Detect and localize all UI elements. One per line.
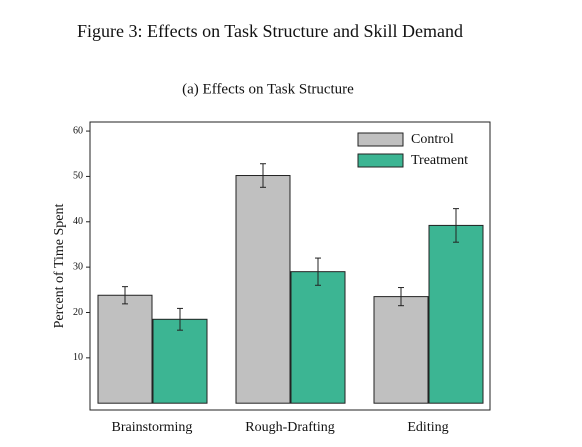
bar <box>428 224 484 404</box>
legend-label: Treatment <box>411 153 468 168</box>
error-bar <box>453 208 459 243</box>
error-bar <box>398 287 404 307</box>
y-tick-label: 50 <box>73 171 83 182</box>
y-tick-label: 60 <box>73 125 83 136</box>
x-tick-label: Rough-Drafting <box>245 420 334 435</box>
chart-subtitle: (a) Effects on Task Structure <box>182 81 354 97</box>
y-tick-label: 40 <box>73 216 83 227</box>
error-bar <box>315 257 321 286</box>
x-tick-label: Editing <box>407 420 448 435</box>
y-tick-label: 30 <box>73 261 83 272</box>
bar <box>290 271 346 404</box>
y-tick-label: 10 <box>73 352 83 363</box>
error-bar <box>260 163 266 188</box>
x-tick-label: Brainstorming <box>112 420 193 435</box>
y-tick-label: 20 <box>73 307 83 318</box>
bar <box>235 175 291 404</box>
bar <box>373 296 429 404</box>
y-axis-label: Percent of Time Spent <box>52 203 67 328</box>
legend-swatch <box>357 153 404 168</box>
plot-frame <box>89 121 491 411</box>
bar <box>97 294 153 404</box>
legend-swatch <box>357 132 404 147</box>
bar <box>152 318 208 404</box>
legend-label: Control <box>411 132 454 147</box>
chart-title: Figure 3: Effects on Task Structure and … <box>77 21 463 41</box>
error-bar <box>122 286 128 305</box>
error-bar <box>177 307 183 331</box>
